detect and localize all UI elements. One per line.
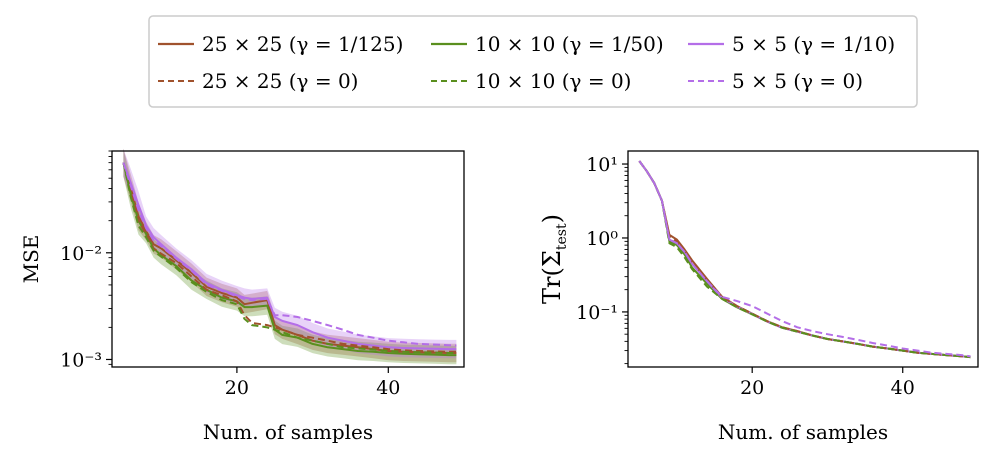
- legend-label-4: 10 × 10 (γ = 0): [475, 69, 631, 93]
- trace-chart: 20 40 10¹ 10⁰ 10⁻¹ Num. of samples Tr(Σtest): [538, 150, 979, 444]
- trace-y-tick-label-2: 10⁻¹: [576, 302, 618, 324]
- trace-y-axis-label-sub: test: [554, 223, 570, 250]
- mse-line-3: [122, 162, 457, 353]
- mse-chart: 20 40 10⁻² 10⁻³ Num. of samples MSE: [19, 148, 465, 444]
- legend-label-1: 10 × 10 (γ = 1/50): [475, 32, 664, 56]
- mse-y-axis-label: MSE: [19, 235, 43, 284]
- legend: 25 × 25 (γ = 1/125) 10 × 10 (γ = 1/50) 5…: [148, 15, 918, 108]
- legend-entry-1: 10 × 10 (γ = 1/50): [431, 32, 664, 56]
- mse-line-5: [122, 162, 457, 347]
- trace-y-axis-label: Tr(Σtest): [538, 214, 570, 304]
- trace-x-axis-label: Num. of samples: [718, 420, 888, 444]
- trace-series-lines: [638, 160, 971, 359]
- legend-label-0: 25 × 25 (γ = 1/125): [202, 32, 403, 56]
- trace-line-4: [638, 160, 971, 359]
- legend-entry-4: 10 × 10 (γ = 0): [431, 69, 631, 93]
- trace-y-axis-label-main: Tr(Σ: [538, 250, 566, 304]
- trace-y-tick-label-0: 10¹: [586, 154, 618, 176]
- trace-x-tick-label-0: 20: [740, 377, 764, 399]
- trace-axes: 20 40 10¹ 10⁰ 10⁻¹: [576, 154, 915, 399]
- legend-frame: [148, 15, 918, 108]
- trace-plot-frame: [627, 150, 979, 368]
- mse-plot-frame: [111, 150, 465, 368]
- trace-y-tick-label-1: 10⁰: [586, 228, 618, 250]
- mse-line-4: [122, 162, 457, 354]
- mse-line-1: [122, 162, 457, 357]
- trace-y-axis-label-close: ): [538, 214, 566, 223]
- legend-entry-2: 5 × 5 (γ = 1/10): [688, 32, 895, 56]
- mse-x-tick-label-1: 40: [376, 377, 400, 399]
- mse-x-tick-label-0: 20: [225, 377, 249, 399]
- mse-series-lines: [122, 162, 457, 357]
- mse-band-2: [123, 148, 457, 359]
- legend-entry-5: 5 × 5 (γ = 0): [688, 69, 863, 93]
- mse-axes: 20 40 10⁻² 10⁻³: [60, 150, 400, 399]
- trace-line-5: [638, 160, 971, 358]
- legend-label-5: 5 × 5 (γ = 0): [732, 69, 863, 93]
- legend-label-3: 25 × 25 (γ = 0): [202, 69, 358, 93]
- mse-confidence-bands: [123, 148, 457, 365]
- legend-label-2: 5 × 5 (γ = 1/10): [732, 32, 895, 56]
- legend-entry-0: 25 × 25 (γ = 1/125): [158, 32, 403, 56]
- legend-entry-3: 25 × 25 (γ = 0): [158, 69, 358, 93]
- trace-x-tick-label-1: 40: [891, 377, 915, 399]
- mse-x-axis-label: Num. of samples: [203, 420, 373, 444]
- mse-y-tick-label-1: 10⁻³: [60, 349, 102, 371]
- mse-y-tick-label-0: 10⁻²: [60, 243, 102, 265]
